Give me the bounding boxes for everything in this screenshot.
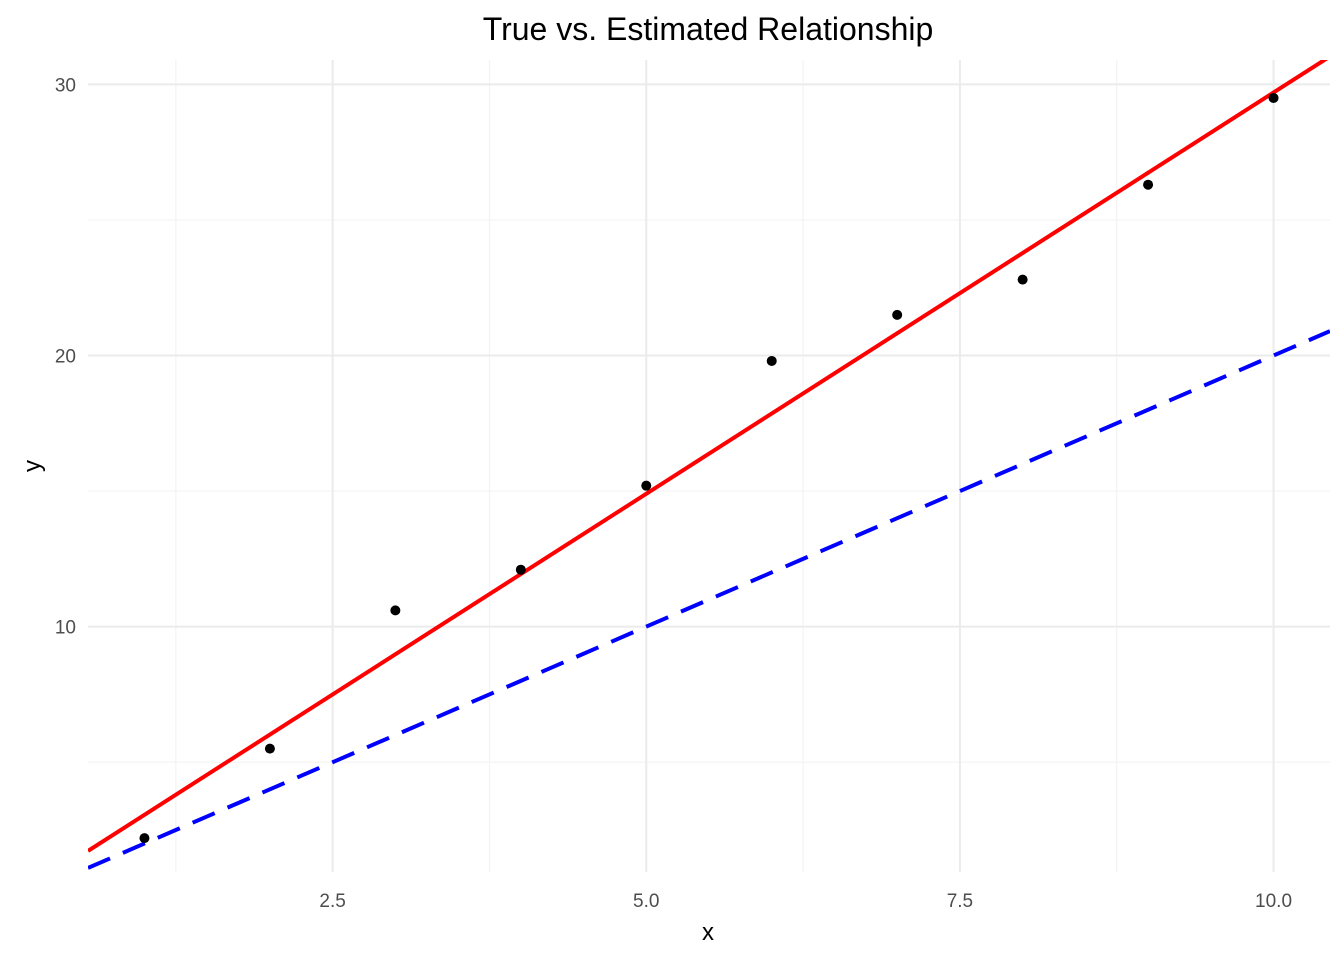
x-tick-label: 7.5 — [947, 891, 973, 912]
x-tick-label: 5.0 — [633, 891, 659, 912]
data-point — [641, 480, 652, 491]
data-point — [1143, 179, 1154, 190]
tick-labels-layer: 2.5 5.0 7.5 10.0 10 20 30 — [55, 75, 1292, 912]
x-axis-label: x — [702, 919, 714, 946]
data-point — [1268, 92, 1279, 103]
chart-title: True vs. Estimated Relationship — [483, 11, 934, 47]
grid-layer — [88, 60, 1330, 872]
points-layer — [139, 92, 1279, 844]
x-tick-label: 2.5 — [319, 891, 345, 912]
y-tick-label: 10 — [55, 618, 76, 639]
data-point — [892, 309, 903, 320]
data-point — [390, 605, 401, 616]
estimated-line-dashed — [88, 329, 1330, 870]
y-axis-label: y — [19, 460, 46, 472]
data-point — [766, 355, 777, 366]
y-tick-label: 30 — [55, 75, 76, 96]
lines-layer — [88, 60, 1330, 870]
data-point — [515, 564, 526, 575]
data-point — [1017, 274, 1028, 285]
y-tick-label: 20 — [55, 347, 76, 368]
true-line-solid — [88, 60, 1329, 853]
data-point — [264, 743, 275, 754]
data-point — [139, 833, 150, 844]
x-tick-label: 10.0 — [1255, 891, 1292, 912]
